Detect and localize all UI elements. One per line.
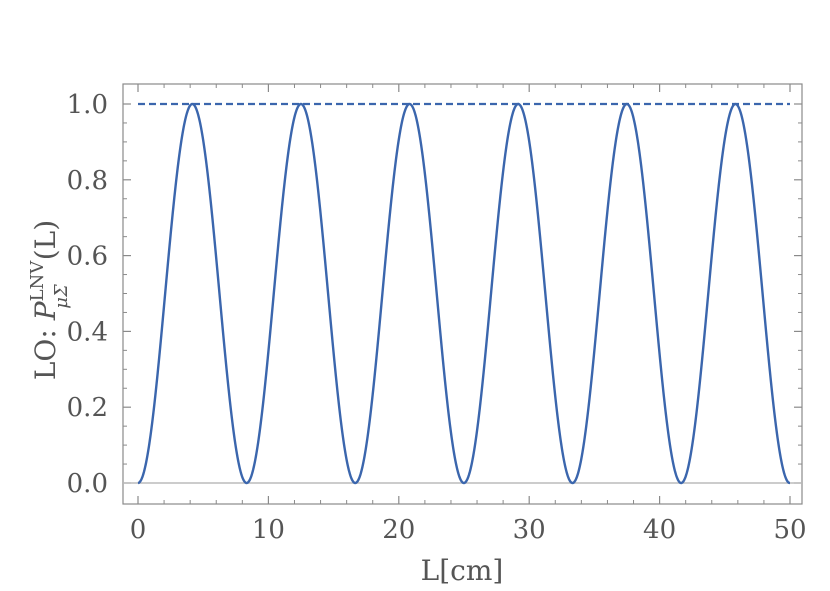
y-axis-label-subscript: μΣ (51, 284, 72, 309)
y-tick-label: 0.2 (67, 393, 108, 423)
y-tick-label: 0.0 (67, 469, 108, 499)
y-tick-labels: 0.0 0.2 0.4 0.6 0.8 1.0 (67, 90, 108, 499)
y-tick-label: 0.8 (67, 166, 108, 196)
x-tick-label: 20 (382, 515, 415, 545)
plot-frame (122, 83, 803, 505)
y-tick-label: 0.4 (67, 317, 108, 347)
y-axis-label: LO: PLNV μΣ (L) (27, 220, 72, 380)
x-axis-label: L[cm] (421, 554, 504, 587)
y-axis-label-prefix: LO: (29, 320, 62, 380)
y-tick-label: 0.6 (67, 242, 108, 272)
x-tick-label: 50 (773, 515, 806, 545)
x-tick-labels: 0 10 20 30 40 50 (130, 515, 807, 545)
series-oscillation-line (137, 102, 791, 485)
y-ticks (123, 103, 802, 484)
x-ticks (137, 84, 791, 504)
x-tick-label: 40 (643, 515, 676, 545)
y-axis-label-symbol: P (29, 300, 62, 321)
x-tick-label: 30 (513, 515, 546, 545)
y-axis-label-superscript: LNV (27, 260, 48, 302)
y-axis-label-suffix: (L) (29, 220, 62, 260)
y-tick-label: 1.0 (67, 90, 108, 120)
x-tick-label: 10 (252, 515, 285, 545)
x-tick-label: 0 (130, 515, 147, 545)
